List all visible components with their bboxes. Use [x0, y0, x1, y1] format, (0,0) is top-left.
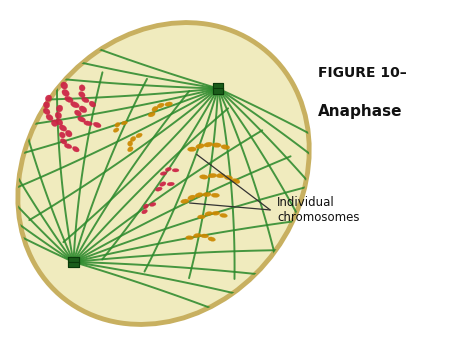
Ellipse shape	[152, 106, 158, 112]
Ellipse shape	[113, 128, 119, 132]
Ellipse shape	[221, 145, 230, 150]
Ellipse shape	[165, 102, 173, 106]
Ellipse shape	[142, 210, 147, 214]
Ellipse shape	[115, 122, 120, 127]
Ellipse shape	[64, 96, 73, 103]
Ellipse shape	[188, 195, 195, 200]
Ellipse shape	[204, 142, 212, 147]
Ellipse shape	[89, 101, 96, 107]
Ellipse shape	[128, 147, 133, 152]
Ellipse shape	[188, 147, 196, 151]
Ellipse shape	[43, 108, 50, 115]
Ellipse shape	[212, 211, 220, 215]
Ellipse shape	[165, 167, 172, 171]
Text: Individual
chromosomes: Individual chromosomes	[277, 196, 360, 224]
Ellipse shape	[136, 133, 142, 138]
Ellipse shape	[128, 141, 133, 146]
Ellipse shape	[181, 199, 189, 203]
Ellipse shape	[64, 144, 72, 149]
Ellipse shape	[73, 146, 79, 152]
Ellipse shape	[186, 236, 193, 240]
Ellipse shape	[51, 120, 58, 127]
Ellipse shape	[148, 112, 155, 117]
Ellipse shape	[59, 132, 65, 138]
Ellipse shape	[157, 103, 164, 108]
FancyBboxPatch shape	[68, 257, 79, 262]
Ellipse shape	[65, 130, 72, 137]
Ellipse shape	[160, 172, 167, 175]
Text: FIGURE 10–: FIGURE 10–	[318, 66, 406, 80]
FancyBboxPatch shape	[68, 262, 79, 267]
FancyBboxPatch shape	[213, 84, 223, 89]
Ellipse shape	[200, 175, 208, 179]
FancyBboxPatch shape	[213, 84, 223, 89]
FancyBboxPatch shape	[213, 88, 223, 93]
Ellipse shape	[208, 237, 215, 241]
Ellipse shape	[155, 187, 162, 191]
Ellipse shape	[208, 174, 217, 178]
Ellipse shape	[196, 144, 204, 149]
Ellipse shape	[198, 215, 205, 219]
Ellipse shape	[143, 204, 148, 209]
Ellipse shape	[79, 92, 85, 98]
Ellipse shape	[78, 117, 86, 122]
Ellipse shape	[84, 121, 92, 126]
Ellipse shape	[195, 193, 203, 197]
Ellipse shape	[62, 90, 69, 96]
Ellipse shape	[56, 105, 63, 112]
Ellipse shape	[71, 102, 79, 108]
Ellipse shape	[193, 234, 201, 238]
Ellipse shape	[220, 213, 228, 218]
Ellipse shape	[172, 169, 179, 172]
Ellipse shape	[79, 106, 87, 113]
Ellipse shape	[82, 97, 89, 103]
Ellipse shape	[167, 182, 174, 186]
Ellipse shape	[60, 138, 67, 144]
Ellipse shape	[18, 23, 309, 324]
Ellipse shape	[121, 121, 128, 125]
Ellipse shape	[224, 175, 233, 180]
Ellipse shape	[216, 174, 225, 178]
Ellipse shape	[211, 193, 219, 197]
Ellipse shape	[79, 85, 85, 91]
Ellipse shape	[160, 182, 166, 186]
Ellipse shape	[74, 110, 82, 116]
Ellipse shape	[55, 119, 63, 125]
Ellipse shape	[93, 122, 101, 128]
FancyBboxPatch shape	[68, 262, 79, 267]
FancyBboxPatch shape	[213, 88, 223, 93]
Ellipse shape	[150, 203, 156, 206]
Ellipse shape	[205, 212, 212, 216]
FancyBboxPatch shape	[68, 257, 79, 262]
Ellipse shape	[130, 136, 136, 142]
Ellipse shape	[55, 112, 62, 119]
Text: Anaphase: Anaphase	[318, 103, 402, 119]
Ellipse shape	[212, 143, 221, 147]
Ellipse shape	[203, 192, 211, 197]
Ellipse shape	[201, 234, 209, 238]
Ellipse shape	[46, 95, 52, 102]
Ellipse shape	[46, 114, 53, 120]
Ellipse shape	[61, 82, 68, 89]
Ellipse shape	[232, 179, 240, 184]
Ellipse shape	[59, 125, 67, 131]
Ellipse shape	[44, 102, 50, 108]
